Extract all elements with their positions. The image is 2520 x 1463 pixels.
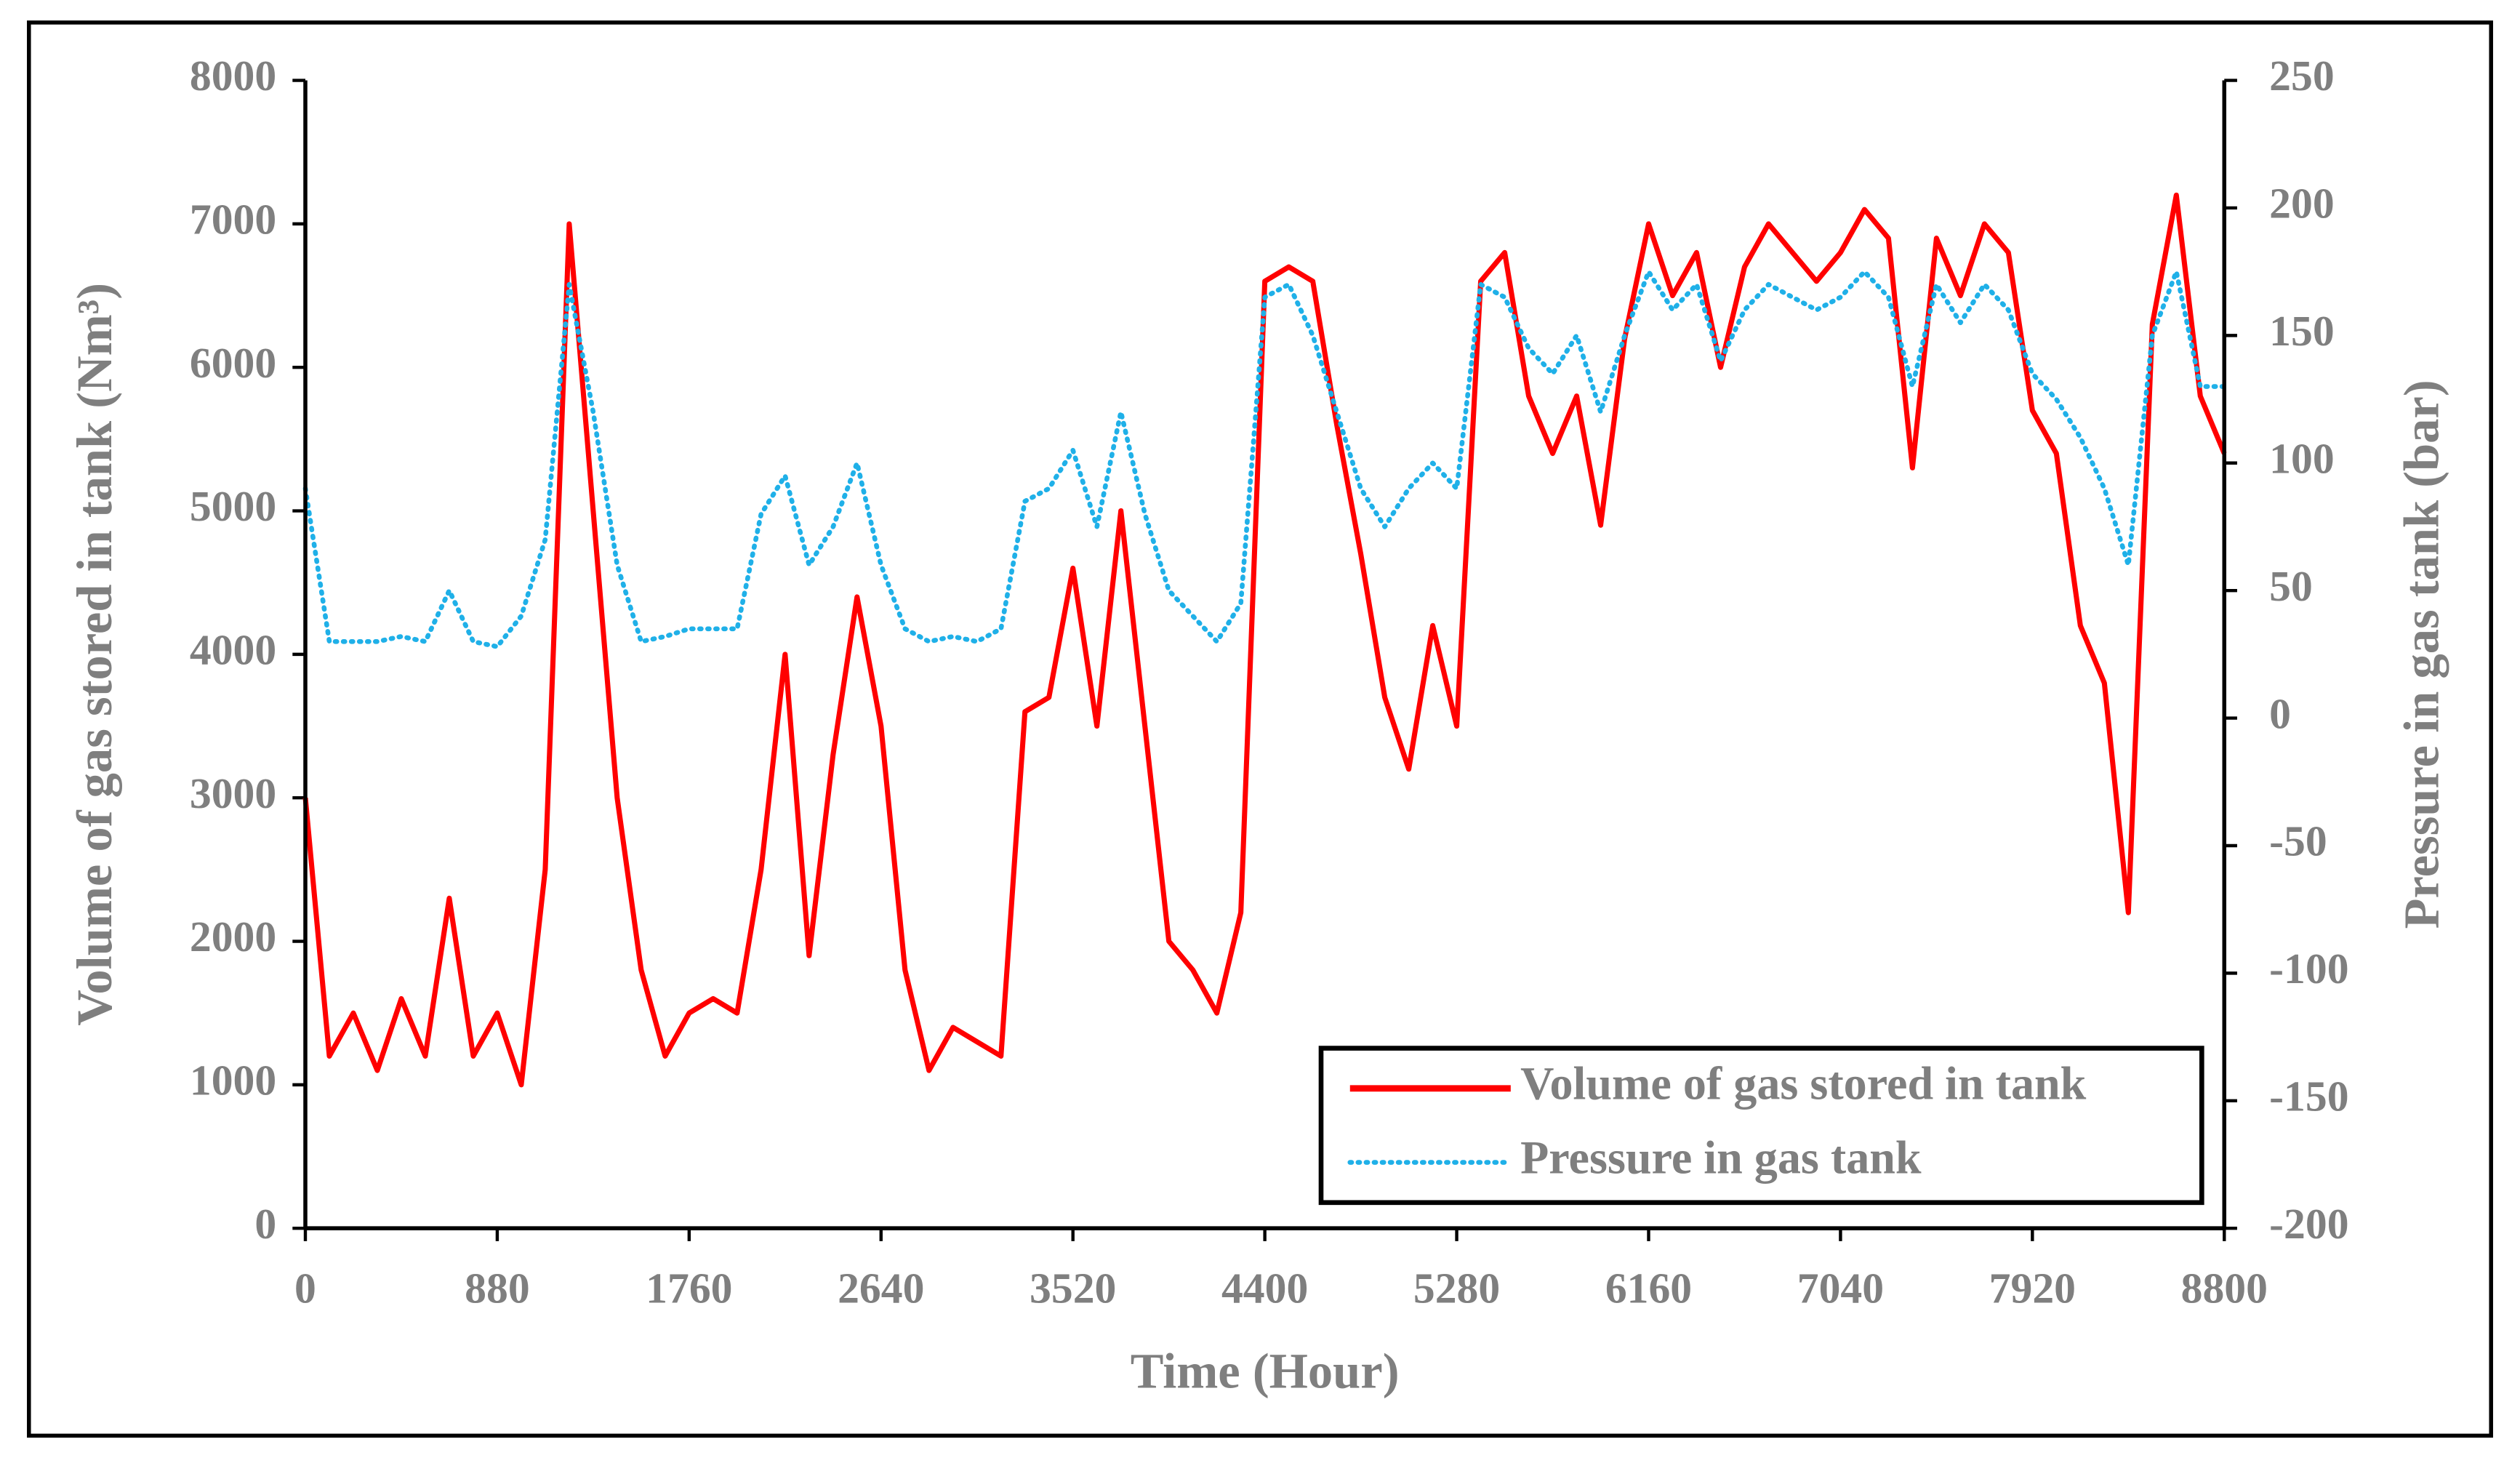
y-axis-title: Volume of gas stored in tank (Nm³)	[67, 283, 122, 1026]
y2-axis-title: Pressure in gas tank (bar)	[2394, 380, 2449, 929]
series-line	[302, 192, 2227, 1088]
x-tick-label: 4400	[1221, 1264, 1308, 1312]
y2-tick-label: 50	[2269, 562, 2313, 610]
legend-label: Volume of gas stored in tank	[1520, 1058, 2087, 1110]
x-tick-label: 0	[294, 1264, 316, 1312]
y2-tick-label: 250	[2269, 52, 2335, 100]
y2-tick-label: 150	[2269, 307, 2335, 355]
x-tick-label: 7040	[1797, 1264, 1884, 1312]
series-line	[302, 269, 2227, 649]
y-tick-label: 6000	[190, 339, 276, 387]
x-tick-label: 7920	[1989, 1264, 2076, 1312]
outer-border	[27, 20, 2493, 1438]
y-tick-label: 0	[254, 1200, 276, 1248]
x-tick-label: 2640	[838, 1264, 924, 1312]
x-tick-label: 3520	[1030, 1264, 1116, 1312]
x-tick-label: 8800	[2181, 1264, 2268, 1312]
legend-box	[1318, 1046, 2204, 1206]
x-tick-label: 1760	[646, 1264, 732, 1312]
y-tick-label: 3000	[190, 769, 276, 817]
y-tick-label: 4000	[190, 626, 276, 674]
x-tick-label: 6160	[1605, 1264, 1692, 1312]
y-tick-label: 2000	[190, 913, 276, 961]
y2-tick-label: -150	[2269, 1072, 2348, 1120]
y-tick-label: 1000	[190, 1057, 276, 1105]
y2-tick-label: 200	[2269, 180, 2335, 228]
x-tick-label: 5280	[1413, 1264, 1500, 1312]
y2-tick-label: -200	[2269, 1200, 2348, 1248]
y-tick-label: 8000	[190, 52, 276, 100]
y-tick-label: 7000	[190, 196, 276, 244]
y-tick-label: 5000	[190, 482, 276, 530]
y2-tick-label: 0	[2269, 689, 2291, 737]
x-tick-label: 880	[465, 1264, 530, 1312]
y2-tick-label: -50	[2269, 817, 2327, 865]
legend-label: Pressure in gas tank	[1520, 1131, 1922, 1183]
x-axis-title: Time (Hour)	[1131, 1343, 1400, 1398]
y2-tick-label: -100	[2269, 945, 2348, 993]
y2-tick-label: 100	[2269, 434, 2335, 482]
